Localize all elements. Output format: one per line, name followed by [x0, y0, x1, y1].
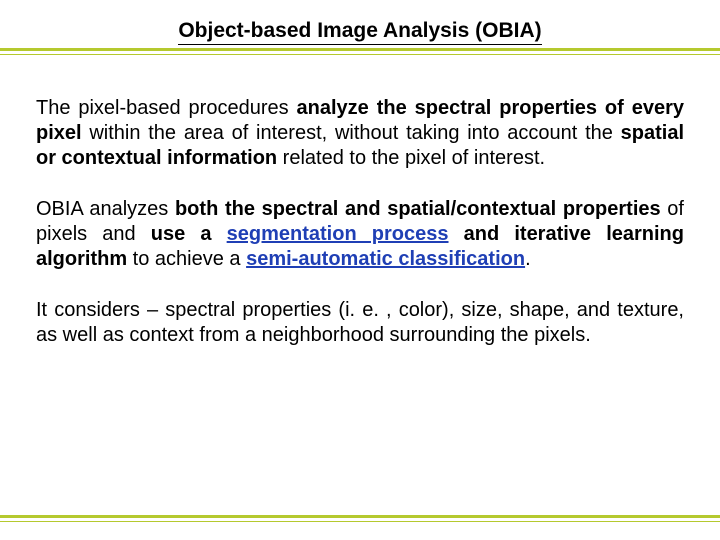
paragraph-2: OBIA analyzes both the spectral and spat… [36, 197, 684, 272]
rule-thin-bottom [0, 521, 720, 522]
rule-thick [0, 48, 720, 51]
p2-t4: . [525, 248, 531, 270]
rule-thick-bottom [0, 515, 720, 518]
body-text: The pixel-based procedures analyze the s… [36, 96, 684, 374]
segmentation-link[interactable]: segmentation process [227, 223, 449, 245]
title-wrap: Object-based Image Analysis (OBIA) [0, 18, 720, 45]
p1-t1: The pixel-based procedures [36, 97, 297, 119]
paragraph-1: The pixel-based procedures analyze the s… [36, 96, 684, 171]
p1-t3: related to the pixel of interest. [277, 147, 545, 169]
p2-t1: OBIA analyzes [36, 198, 175, 220]
p1-t2: within the area of interest, without tak… [82, 122, 621, 144]
p2-b2: use a [151, 223, 227, 245]
p3-t1: It considers – spectral properties (i. e… [36, 299, 684, 346]
p2-t3: to achieve a [127, 248, 246, 270]
divider-top [0, 48, 720, 55]
divider-bottom [0, 515, 720, 522]
rule-thin [0, 54, 720, 55]
slide: Object-based Image Analysis (OBIA) The p… [0, 0, 720, 540]
p2-b1: both the spectral and spatial/contextual… [175, 198, 661, 220]
classification-link[interactable]: semi-automatic classification [246, 248, 525, 270]
slide-title: Object-based Image Analysis (OBIA) [178, 18, 541, 45]
paragraph-3: It considers – spectral properties (i. e… [36, 298, 684, 348]
